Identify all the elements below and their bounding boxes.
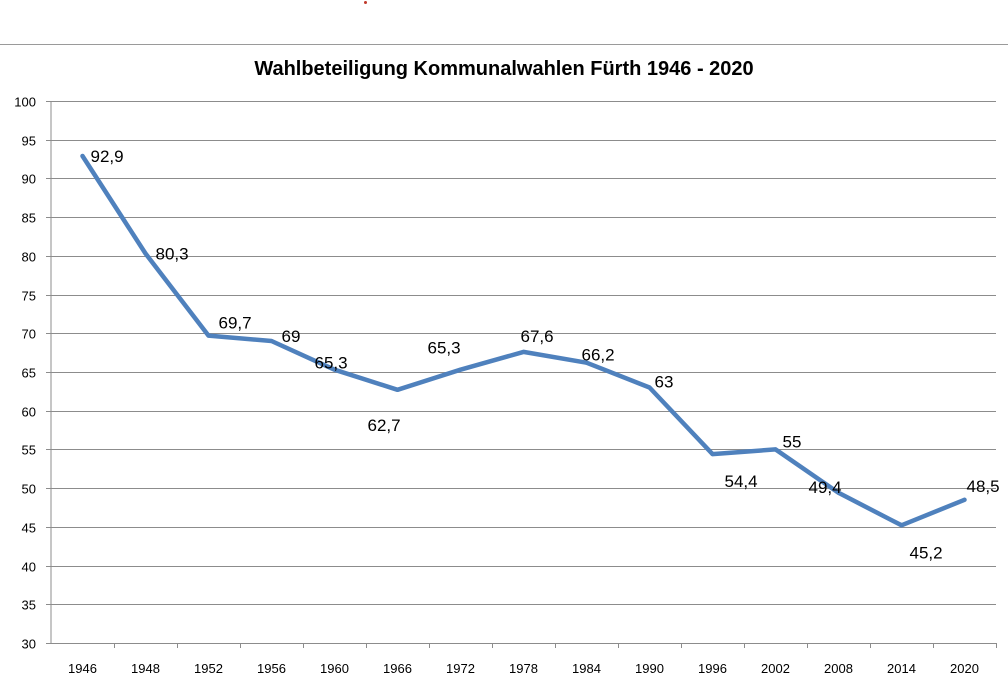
y-tick-label: 95 [22,134,36,149]
data-label: 69 [282,327,301,346]
data-point [332,367,337,372]
y-tick-label: 30 [22,637,36,652]
data-point [962,497,967,502]
data-label: 65,3 [315,354,348,373]
data-point [647,385,652,390]
x-tick-label: 2008 [824,661,853,676]
x-tick-label: 2002 [761,661,790,676]
grid-lines [46,101,997,648]
data-point [143,251,148,256]
data-point [269,339,274,344]
y-tick-label: 90 [22,172,36,187]
data-point [80,153,85,158]
data-point [521,349,526,354]
x-tick-label: 1956 [257,661,286,676]
y-axis-ticks: 100 95 90 85 80 75 70 65 60 55 50 45 40 35 30 [14,95,36,652]
x-tick-label: 1948 [131,661,160,676]
y-tick-label: 60 [22,405,36,420]
y-tick-label: 55 [22,443,36,458]
data-labels: 92,9 80,3 69,7 69 65,3 62,7 65,3 67,6 66,2 63 54,4… [91,147,1000,562]
y-tick-label: 35 [22,598,36,613]
data-point [899,523,904,528]
y-tick-label: 75 [22,289,36,304]
data-label: 48,5 [967,477,1000,496]
series-layer [80,153,967,528]
data-label: 92,9 [91,147,124,166]
data-point [584,360,589,365]
y-tick-label: 45 [22,521,36,536]
data-label: 62,7 [368,416,401,435]
x-tick-label: 2020 [950,661,979,676]
x-tick-label: 2014 [887,661,916,676]
x-tick-label: 1960 [320,661,349,676]
chart-title: Wahlbeteiligung Kommunalwahlen Fürth 194… [254,58,754,80]
x-tick-label: 1984 [572,661,601,676]
data-label: 80,3 [156,245,189,264]
x-tick-label: 1952 [194,661,223,676]
data-point [773,447,778,452]
data-label: 63 [655,372,674,391]
data-label: 65,3 [428,339,461,358]
x-axis-ticks: 1946 1948 1952 1956 1960 1966 1972 1978 1984 1990… [68,661,979,676]
y-tick-label: 65 [22,366,36,381]
y-tick-label: 100 [14,95,36,110]
data-label: 55 [783,432,802,451]
y-tick-label: 70 [22,327,36,342]
x-tick-label: 1978 [509,661,538,676]
data-label: 67,6 [521,327,554,346]
data-label: 66,2 [582,346,615,365]
x-tick-label: 1946 [68,661,97,676]
y-tick-label: 80 [22,250,36,265]
data-label: 54,4 [725,472,758,491]
y-tick-label: 50 [22,482,36,497]
y-tick-label: 85 [22,211,36,226]
x-tick-label: 1996 [698,661,727,676]
x-tick-label: 1966 [383,661,412,676]
data-point [710,452,715,457]
data-point [206,333,211,338]
data-label: 69,7 [219,314,252,333]
top-divider [0,44,1008,45]
y-tick-label: 40 [22,560,36,575]
data-point [395,387,400,392]
stray-mark [364,1,367,4]
data-point [458,367,463,372]
data-point [836,490,841,495]
x-tick-label: 1972 [446,661,475,676]
x-tick-label: 1990 [635,661,664,676]
data-label: 45,2 [910,543,943,562]
data-label: 49,4 [809,478,842,497]
